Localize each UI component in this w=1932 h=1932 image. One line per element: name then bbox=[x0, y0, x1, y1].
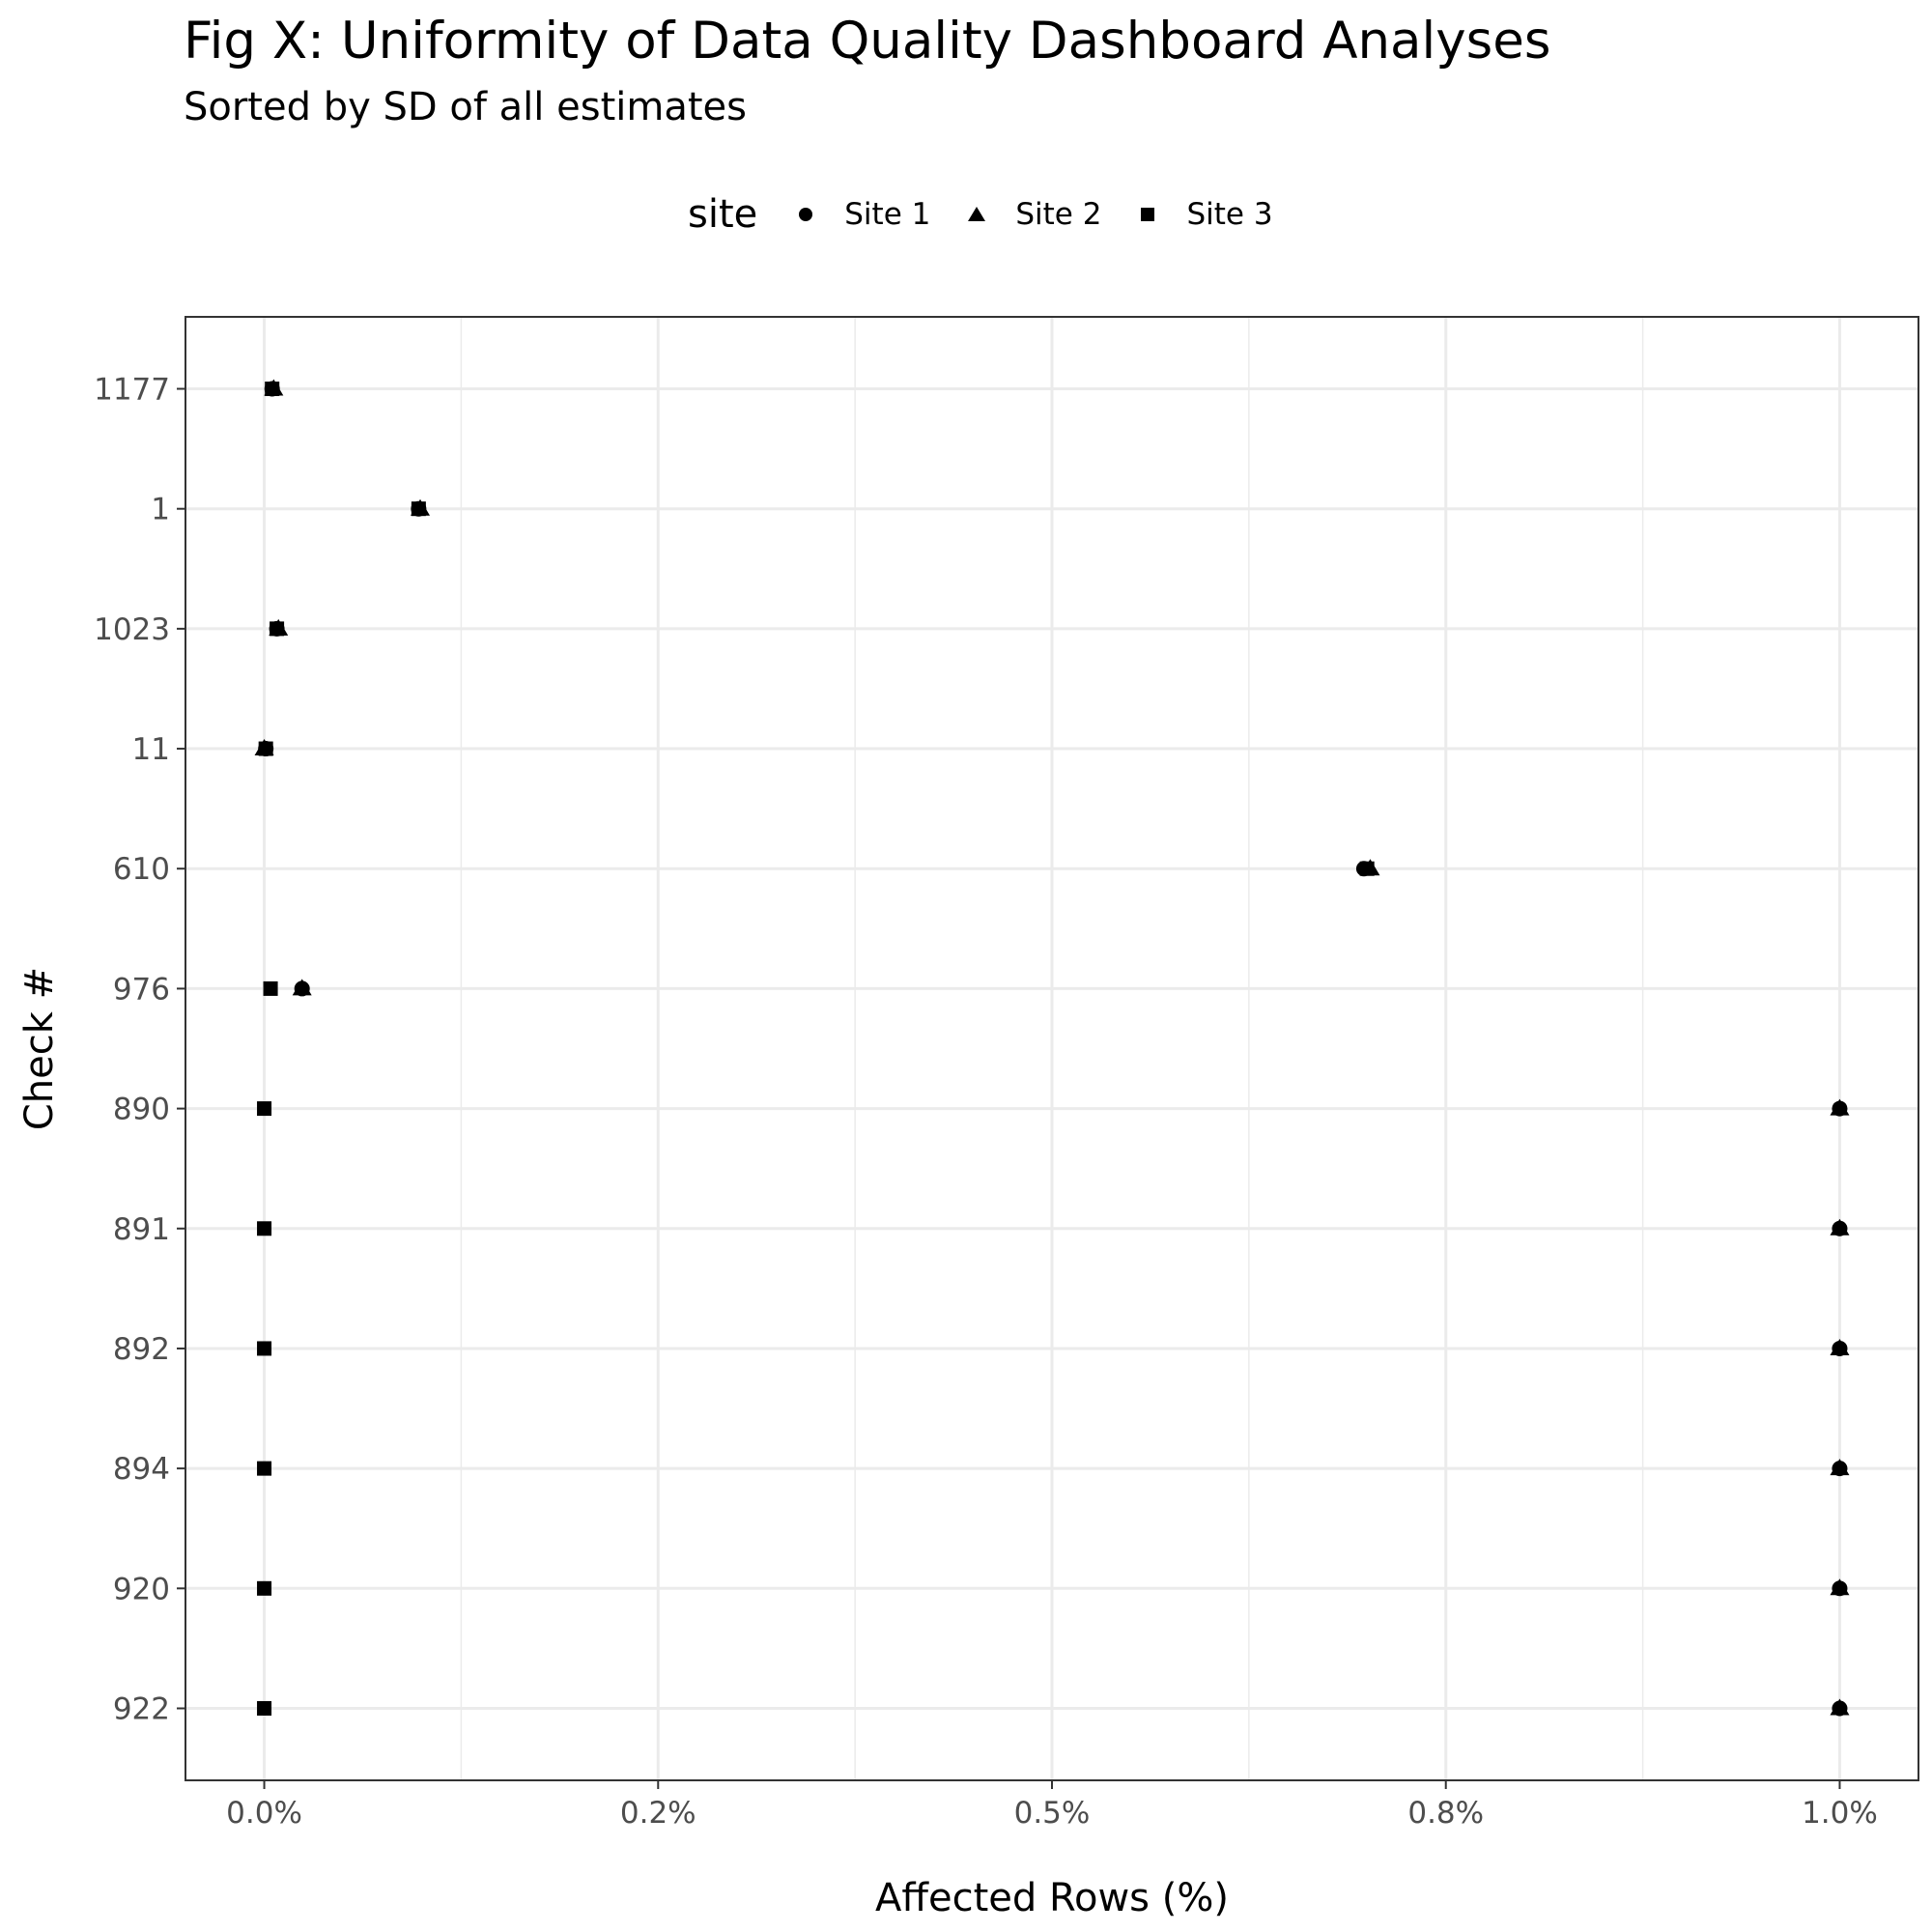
legend-title: site bbox=[688, 192, 758, 237]
y-tick-label: 1 bbox=[151, 493, 170, 527]
data-point-site-2 bbox=[1830, 1698, 1850, 1716]
y-tick-label: 1023 bbox=[94, 612, 170, 647]
legend-label-site-3: Site 3 bbox=[1186, 197, 1273, 232]
grid-layer bbox=[185, 317, 1918, 1780]
chart-subtitle: Sorted by SD of all estimates bbox=[184, 85, 747, 129]
x-axis-title: Affected Rows (%) bbox=[875, 1876, 1229, 1920]
y-tick-label: 920 bbox=[113, 1572, 170, 1606]
y-tick-label: 922 bbox=[113, 1691, 170, 1726]
data-point-site-2 bbox=[1830, 1459, 1850, 1476]
data-point-site-2 bbox=[254, 739, 274, 756]
triangle-marker-icon bbox=[968, 207, 986, 221]
data-point-site-2 bbox=[1830, 1578, 1850, 1596]
chart-title: Fig X: Uniformity of Data Quality Dashbo… bbox=[184, 12, 1551, 71]
legend-item-site-1: Site 1 bbox=[796, 197, 930, 232]
data-point-site-2 bbox=[411, 498, 431, 516]
data-point-site-3 bbox=[257, 1341, 272, 1356]
x-tick-label: 0.5% bbox=[1014, 1796, 1091, 1831]
y-axis-title: Check # bbox=[17, 967, 62, 1130]
data-point-site-2 bbox=[1830, 1098, 1850, 1116]
data-point-site-3 bbox=[257, 1580, 272, 1596]
x-tick-label: 0.2% bbox=[620, 1796, 696, 1831]
circle-marker-icon bbox=[799, 208, 813, 221]
x-tick-label: 0.0% bbox=[226, 1796, 302, 1831]
y-tick-label: 1177 bbox=[94, 373, 170, 408]
y-tick-label: 894 bbox=[113, 1452, 170, 1487]
x-tick-label: 0.8% bbox=[1407, 1796, 1484, 1831]
data-point-site-3 bbox=[257, 1101, 272, 1117]
legend-label-site-2: Site 2 bbox=[1015, 197, 1102, 232]
legend-label-site-1: Site 1 bbox=[844, 197, 931, 232]
y-tick-label: 976 bbox=[113, 972, 170, 1007]
y-tick-label: 11 bbox=[132, 732, 170, 767]
legend-item-site-3: Site 3 bbox=[1138, 197, 1273, 232]
y-tick-label: 890 bbox=[113, 1093, 170, 1127]
data-points bbox=[254, 379, 1850, 1717]
y-tick-label: 892 bbox=[113, 1332, 170, 1367]
data-point-site-2 bbox=[269, 618, 289, 636]
data-point-site-2 bbox=[1360, 859, 1380, 876]
y-tick-label: 610 bbox=[113, 852, 170, 887]
data-point-site-3 bbox=[257, 1221, 272, 1236]
x-tick-label: 1.0% bbox=[1802, 1796, 1878, 1831]
data-point-site-3 bbox=[257, 1700, 272, 1716]
square-marker-icon bbox=[1141, 208, 1155, 221]
legend-item-site-2: Site 2 bbox=[967, 197, 1101, 232]
axes: 0.0% 0.2% 0.5% 0.8% 1.0% 1177 1 1023 11 610 976 890… bbox=[94, 373, 1878, 1831]
data-point-site-2 bbox=[1830, 1218, 1850, 1236]
data-point-site-2 bbox=[1830, 1338, 1850, 1355]
legend: site Site 1 Site 2 Site 3 bbox=[688, 189, 1310, 240]
data-point-site-2 bbox=[292, 979, 312, 996]
y-tick-label: 891 bbox=[113, 1212, 170, 1247]
data-point-site-3 bbox=[257, 1461, 272, 1476]
data-point-site-2 bbox=[264, 379, 284, 396]
data-point-site-3 bbox=[263, 980, 278, 996]
